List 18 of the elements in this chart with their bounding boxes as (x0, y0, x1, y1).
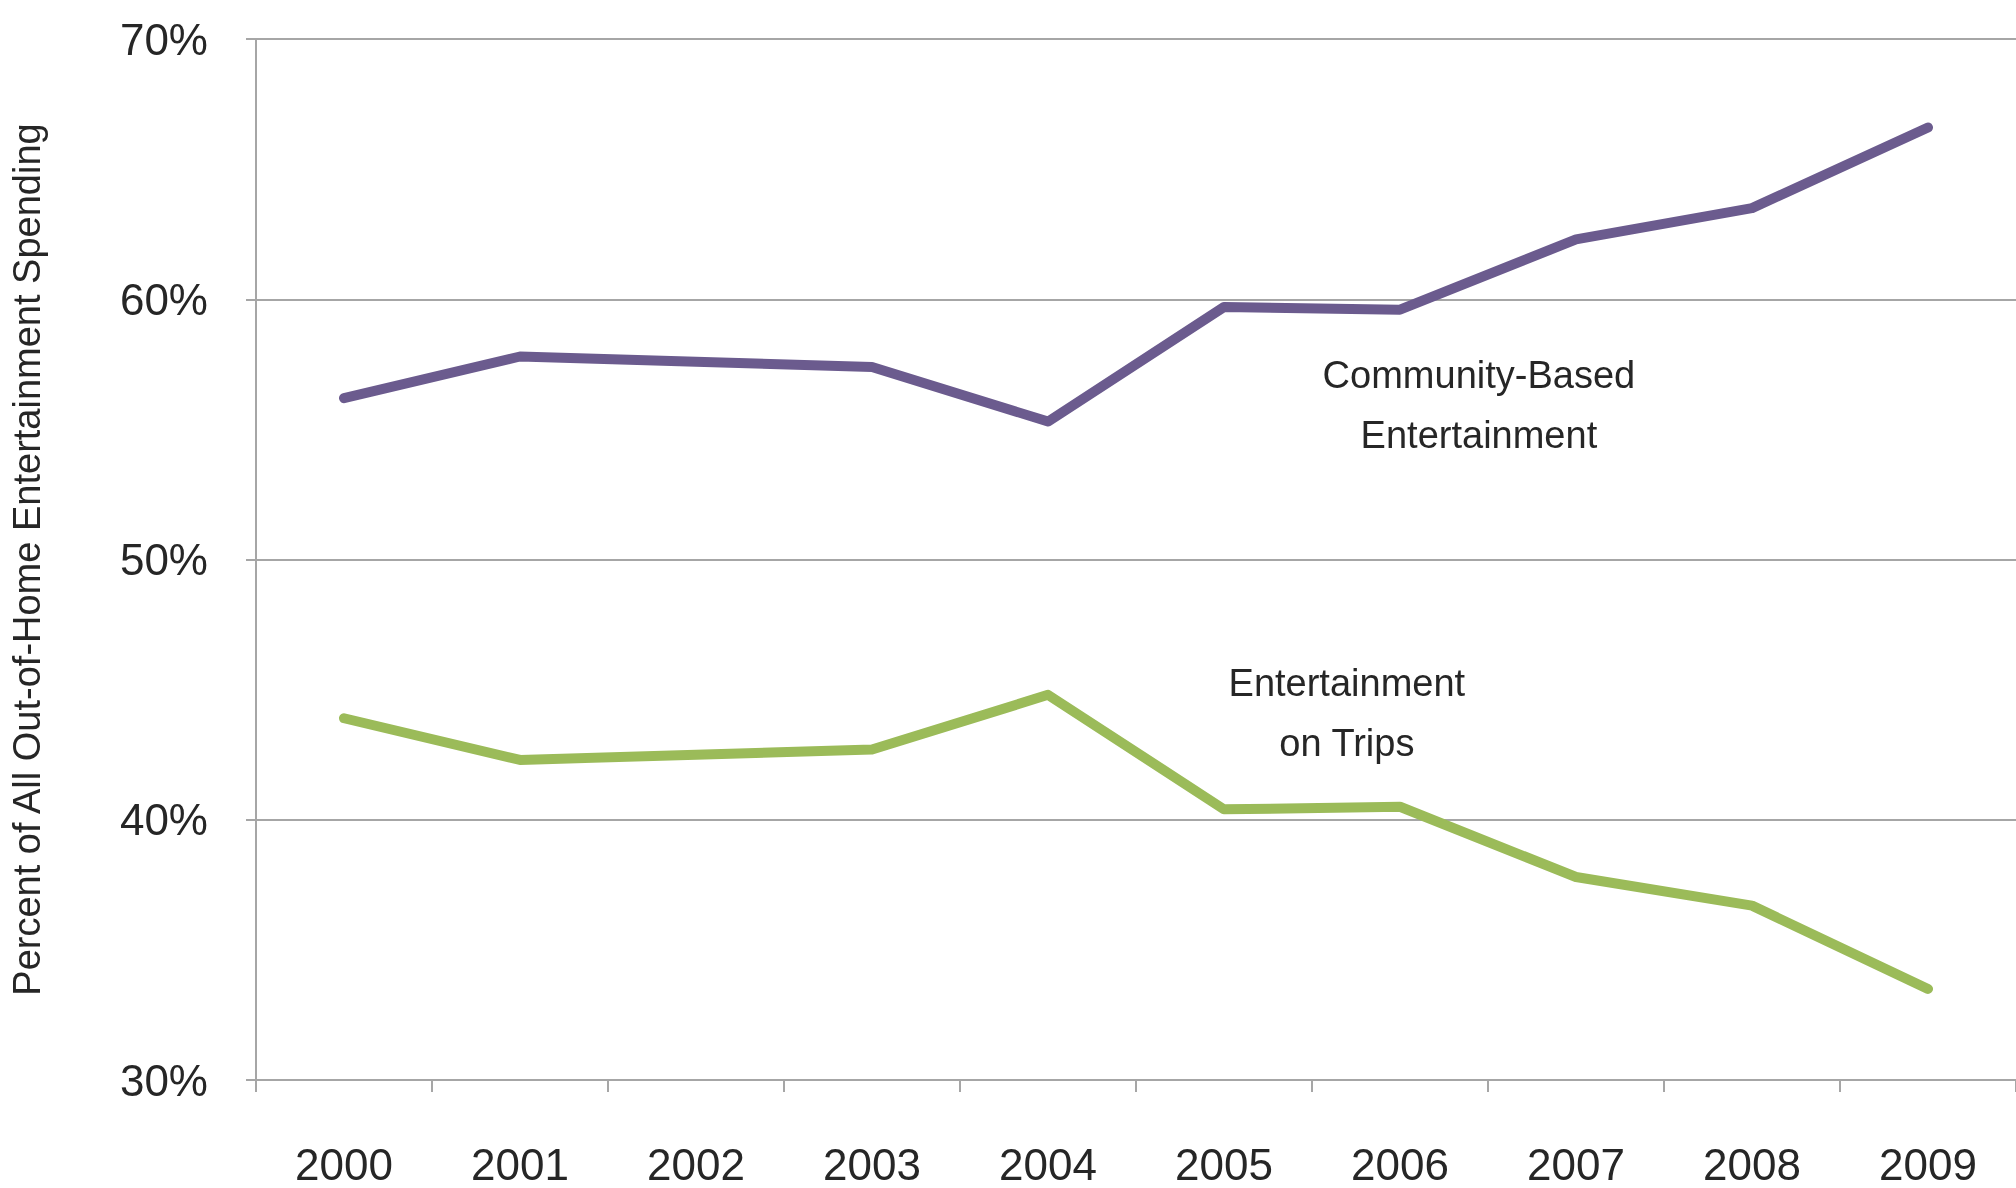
x-tick-label: 2002 (647, 1139, 745, 1188)
series-label: Entertainment on Trips (1228, 661, 1466, 764)
y-tick-label: 60% (119, 274, 208, 324)
x-tick-label: 2004 (999, 1139, 1097, 1188)
x-tick-label: 2003 (823, 1139, 921, 1188)
x-tick-label: 2006 (1351, 1139, 1449, 1188)
x-tick-label: 2008 (1703, 1139, 1801, 1188)
x-tick-label: 2000 (295, 1139, 393, 1188)
y-axis-title: Percent of All Out-of-Home Entertainment Spending (6, 123, 48, 996)
y-tick-label: 30% (119, 1055, 208, 1105)
y-tick-label: 40% (119, 795, 208, 845)
x-tick-label: 2005 (1175, 1139, 1273, 1188)
x-tick-label: 2001 (471, 1139, 569, 1188)
series-label: Community-Based Entertainment (1322, 354, 1636, 457)
x-tick-label: 2009 (1879, 1139, 1977, 1188)
y-tick-label: 70% (119, 14, 208, 64)
y-tick-label: 50% (119, 535, 208, 584)
x-tick-label: 2007 (1527, 1139, 1625, 1188)
